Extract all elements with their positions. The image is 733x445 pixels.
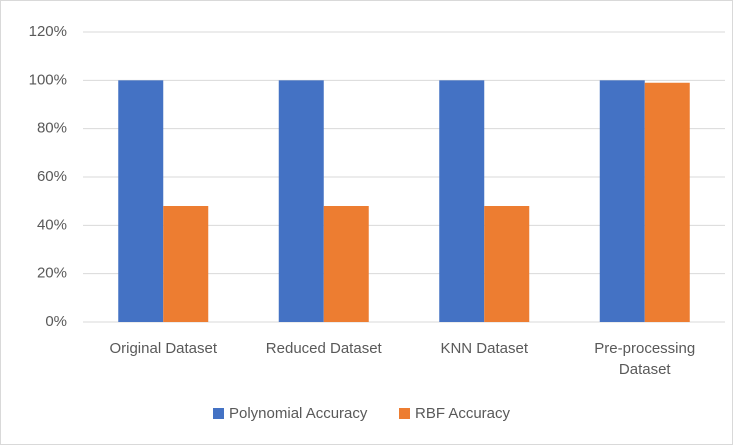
x-tick-label: Pre-processing Dataset (594, 340, 696, 378)
x-tick-label: Original Dataset (109, 340, 218, 357)
legend-swatch (213, 408, 224, 419)
bar (278, 80, 324, 322)
y-tick-label: 60% (37, 168, 67, 185)
y-tick-label: 100% (29, 71, 67, 88)
bar (599, 80, 645, 322)
bar (163, 206, 209, 322)
y-tick-label: 80% (37, 120, 67, 137)
bar (323, 206, 369, 322)
x-tick-label: KNN Dataset (440, 340, 529, 357)
y-tick-label: 20% (37, 265, 67, 282)
bar (439, 80, 485, 322)
bar (484, 206, 530, 322)
bar (118, 80, 164, 322)
x-tick-label: Reduced Dataset (265, 340, 382, 357)
y-tick-label: 120% (29, 23, 67, 40)
legend-label: RBF Accuracy (415, 405, 511, 422)
legend-label: Polynomial Accuracy (229, 405, 368, 422)
legend-swatch (399, 408, 410, 419)
bar (644, 82, 690, 322)
y-tick-label: 40% (37, 216, 67, 233)
y-tick-label: 0% (45, 313, 67, 330)
